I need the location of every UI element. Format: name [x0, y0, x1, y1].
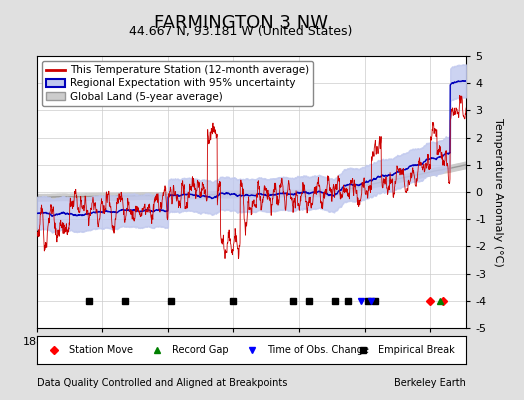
Text: Record Gap: Record Gap: [172, 345, 228, 355]
Y-axis label: Temperature Anomaly (°C): Temperature Anomaly (°C): [493, 118, 503, 266]
Text: Station Move: Station Move: [69, 345, 133, 355]
Text: 44.667 N, 93.181 W (United States): 44.667 N, 93.181 W (United States): [129, 25, 353, 38]
Text: Data Quality Controlled and Aligned at Breakpoints: Data Quality Controlled and Aligned at B…: [37, 378, 287, 388]
Text: Time of Obs. Change: Time of Obs. Change: [267, 345, 368, 355]
Text: Berkeley Earth: Berkeley Earth: [395, 378, 466, 388]
Text: FARMINGTON 3 NW: FARMINGTON 3 NW: [154, 14, 328, 32]
Text: Empirical Break: Empirical Break: [378, 345, 455, 355]
Legend: This Temperature Station (12-month average), Regional Expectation with 95% uncer: This Temperature Station (12-month avera…: [42, 61, 313, 106]
